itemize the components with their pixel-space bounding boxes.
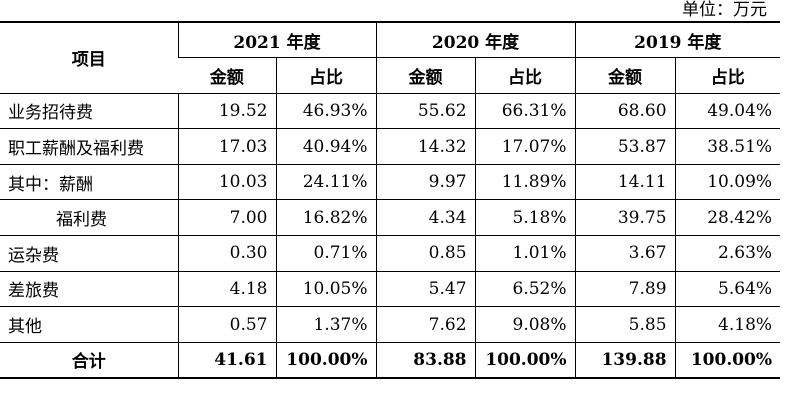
total-ratio: 100.00%	[674, 342, 781, 379]
cell-amount: 4.18	[177, 271, 276, 308]
cell-ratio: 46.93%	[275, 93, 377, 130]
total-amount: 139.88	[574, 342, 676, 379]
header-row-columns: 金额 占比 金额 占比 金额 占比	[0, 57, 781, 94]
table-row: 业务招待费 19.52 46.93% 55.62 66.31% 68.60 49…	[0, 93, 781, 130]
header-ratio: 占比	[674, 57, 781, 94]
cell-amount: 53.87	[574, 128, 676, 165]
cell-ratio: 2.63%	[674, 235, 781, 272]
cell-amount: 0.30	[177, 235, 276, 272]
cell-amount: 68.60	[574, 93, 676, 130]
cell-ratio: 40.94%	[275, 128, 377, 165]
cell-amount: 5.85	[574, 306, 676, 343]
header-year-2019: 2019 年度	[574, 21, 781, 59]
header-amount: 金额	[375, 57, 476, 94]
cell-amount: 10.03	[177, 164, 276, 201]
cell-amount: 14.32	[375, 128, 476, 165]
row-label: 运杂费	[0, 235, 178, 272]
cell-ratio: 24.11%	[275, 164, 377, 201]
cell-amount: 7.62	[375, 306, 476, 343]
cell-ratio: 5.64%	[674, 271, 781, 308]
row-label: 差旅费	[0, 271, 178, 308]
total-row: 合计 41.61 100.00% 83.88 100.00% 139.88 10…	[0, 342, 781, 379]
header-ratio: 占比	[275, 57, 377, 94]
table-row: 福利费 7.00 16.82% 4.34 5.18% 39.75 28.42%	[0, 199, 781, 237]
total-ratio: 100.00%	[474, 342, 576, 379]
cell-amount: 0.85	[375, 235, 476, 272]
total-label: 合计	[0, 342, 178, 379]
row-label: 业务招待费	[0, 93, 178, 130]
total-amount: 41.61	[177, 342, 276, 379]
cell-ratio: 28.42%	[674, 199, 781, 237]
cell-amount: 17.03	[177, 128, 276, 165]
cell-ratio: 6.52%	[474, 271, 576, 308]
header-amount: 金额	[178, 57, 276, 94]
expense-table: 项目 2021 年度 2020 年度 2019 年度 金额 占比 金额 占比 金…	[0, 20, 781, 379]
table-row: 其他 0.57 1.37% 7.62 9.08% 5.85 4.18%	[0, 306, 781, 343]
cell-amount: 55.62	[375, 93, 476, 130]
cell-ratio: 0.71%	[275, 235, 377, 272]
cell-amount: 39.75	[574, 199, 676, 237]
cell-amount: 4.34	[375, 199, 476, 237]
cell-ratio: 4.18%	[674, 306, 781, 343]
total-ratio: 100.00%	[275, 342, 377, 379]
cell-amount: 14.11	[574, 164, 676, 201]
table-row: 职工薪酬及福利费 17.03 40.94% 14.32 17.07% 53.87…	[0, 128, 781, 165]
header-item: 项目	[0, 20, 178, 94]
cell-ratio: 11.89%	[474, 164, 576, 201]
cell-amount: 7.89	[574, 271, 676, 308]
header-ratio: 占比	[474, 57, 576, 94]
table-row: 差旅费 4.18 10.05% 5.47 6.52% 7.89 5.64%	[0, 271, 781, 308]
row-label: 其中：薪酬	[0, 164, 178, 201]
cell-ratio: 1.37%	[275, 306, 377, 343]
header-row-years: 项目 2021 年度 2020 年度 2019 年度	[0, 20, 781, 94]
unit-label: 单位：万元	[682, 0, 767, 20]
header-year-2020: 2020 年度	[375, 21, 576, 59]
cell-ratio: 16.82%	[275, 199, 377, 237]
cell-ratio: 1.01%	[474, 235, 576, 272]
cell-ratio: 5.18%	[474, 199, 576, 237]
header-amount: 金额	[574, 57, 676, 94]
cell-ratio: 38.51%	[674, 128, 781, 165]
row-label: 职工薪酬及福利费	[0, 128, 178, 165]
cell-amount: 7.00	[177, 199, 276, 237]
cell-amount: 3.67	[574, 235, 676, 272]
cell-amount: 5.47	[375, 271, 476, 308]
cell-ratio: 10.09%	[674, 164, 781, 201]
table-row: 运杂费 0.30 0.71% 0.85 1.01% 3.67 2.63%	[0, 235, 781, 272]
cell-ratio: 9.08%	[474, 306, 576, 343]
cell-amount: 0.57	[177, 306, 276, 343]
cell-ratio: 49.04%	[674, 93, 781, 130]
row-label: 其他	[0, 306, 178, 343]
header-year-2021: 2021 年度	[177, 21, 377, 59]
cell-ratio: 10.05%	[275, 271, 377, 308]
cell-amount: 9.97	[375, 164, 476, 201]
cell-amount: 19.52	[177, 93, 276, 130]
row-label: 福利费	[0, 199, 178, 237]
total-amount: 83.88	[375, 342, 476, 379]
cell-ratio: 17.07%	[474, 128, 576, 165]
cell-ratio: 66.31%	[474, 93, 576, 130]
table-row: 其中：薪酬 10.03 24.11% 9.97 11.89% 14.11 10.…	[0, 164, 781, 201]
